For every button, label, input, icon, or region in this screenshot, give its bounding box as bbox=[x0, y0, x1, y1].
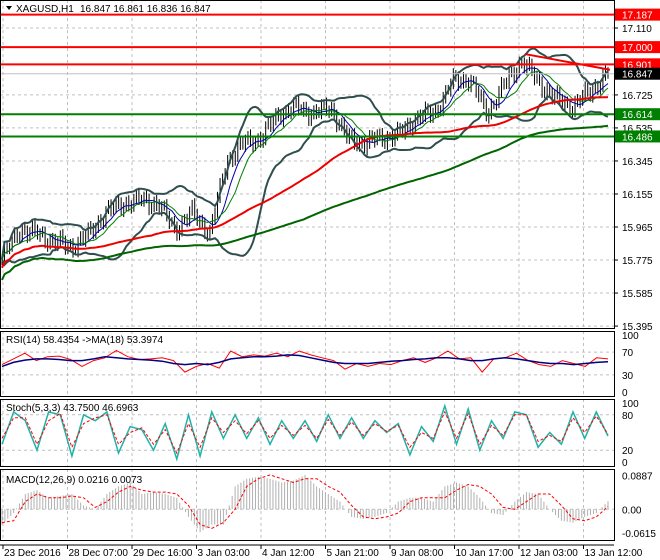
x-tick-label: 23 Dec 2016 bbox=[4, 548, 61, 559]
rsi-line bbox=[1, 349, 609, 373]
bollinger-upper bbox=[1, 47, 609, 260]
y-tick-label: 20 bbox=[622, 446, 634, 457]
level-label-bg bbox=[615, 108, 660, 121]
level-label: 17.000 bbox=[622, 43, 653, 54]
y-tick-label: 100 bbox=[622, 331, 639, 342]
level-label-bg bbox=[615, 8, 660, 21]
plots bbox=[0, 13, 614, 533]
ma-200 bbox=[1, 124, 609, 281]
level-label: 16.614 bbox=[622, 110, 653, 121]
level-label-bg bbox=[615, 41, 660, 54]
ohlc-readout: 16.847 16.861 16.836 16.847 bbox=[80, 4, 211, 15]
dropdown-triangle-icon[interactable] bbox=[6, 6, 12, 10]
y-tick-label: 16.725 bbox=[622, 91, 653, 102]
level-label: 16.486 bbox=[622, 132, 653, 143]
rsi-title: RSI(14) 58.4354 ->MA(18) 53.3974 bbox=[6, 335, 163, 346]
panel-frame-0 bbox=[0, 0, 615, 329]
level-label: 17.187 bbox=[622, 11, 653, 22]
x-tick-label: 29 Dec 16:00 bbox=[133, 548, 193, 559]
y-tick-label: 15.965 bbox=[622, 223, 653, 234]
y-tick-label: 0.0887 bbox=[622, 471, 653, 482]
x-tick-label: 13 Jan 12:00 bbox=[585, 548, 643, 559]
panel-frame-1 bbox=[0, 331, 615, 397]
y-tick-label: 0 bbox=[622, 388, 628, 399]
y-tick-label: 16.345 bbox=[622, 157, 653, 168]
y-tick-label: -0.0615 bbox=[622, 529, 656, 540]
panel-frame-2 bbox=[0, 399, 615, 467]
panel-frame-3 bbox=[0, 469, 615, 541]
symbol-title: XAGUSD,H1 bbox=[16, 4, 74, 15]
x-tick-label: 28 Dec 07:00 bbox=[69, 548, 129, 559]
y-tick-label: 16.535 bbox=[622, 124, 653, 135]
x-tick-label: 9 Jan 08:00 bbox=[391, 548, 444, 559]
ma-fast bbox=[1, 67, 609, 260]
y-tick-label: 15.775 bbox=[622, 256, 653, 267]
current-price-bg bbox=[615, 67, 660, 80]
bollinger-lower bbox=[1, 95, 609, 267]
y-tick-label: 70 bbox=[622, 348, 634, 359]
ma-100 bbox=[1, 96, 609, 269]
y-tick-label: 15.585 bbox=[622, 289, 653, 300]
stoch-signal-line bbox=[1, 410, 609, 455]
y-tick-label: 30 bbox=[622, 371, 634, 382]
stoch-title: Stoch(5,3,3) 43.7500 46.6963 bbox=[6, 403, 139, 414]
macd-title: MACD(12,26,9) 0.0216 0.0073 bbox=[6, 475, 143, 486]
level-label-bg bbox=[615, 130, 660, 143]
y-tick-label: 16.155 bbox=[622, 190, 653, 201]
current-price-label: 16.847 bbox=[622, 70, 653, 81]
level-label-bg bbox=[615, 58, 660, 71]
ma-medium bbox=[1, 70, 609, 260]
y-tick-label: 100 bbox=[622, 399, 639, 410]
x-tick-label: 5 Jan 21:00 bbox=[327, 548, 380, 559]
stoch-main-line bbox=[1, 403, 609, 462]
trendline bbox=[524, 53, 611, 71]
y-tick-label: 0.00 bbox=[622, 505, 642, 516]
grid bbox=[0, 0, 614, 540]
x-tick-label: 3 Jan 03:00 bbox=[198, 548, 251, 559]
y-tick-label: 0 bbox=[622, 458, 628, 469]
level-label: 16.901 bbox=[622, 60, 653, 71]
rsi-ma-line bbox=[1, 354, 609, 368]
y-tick-label: 80 bbox=[622, 411, 634, 422]
y-tick-label: 17.110 bbox=[622, 24, 652, 35]
x-tick-label: 10 Jan 17:00 bbox=[456, 548, 514, 559]
y-tick-label: 15.395 bbox=[622, 322, 653, 333]
x-tick-label: 4 Jan 12:00 bbox=[262, 548, 315, 559]
x-tick-label: 12 Jan 03:00 bbox=[520, 548, 578, 559]
